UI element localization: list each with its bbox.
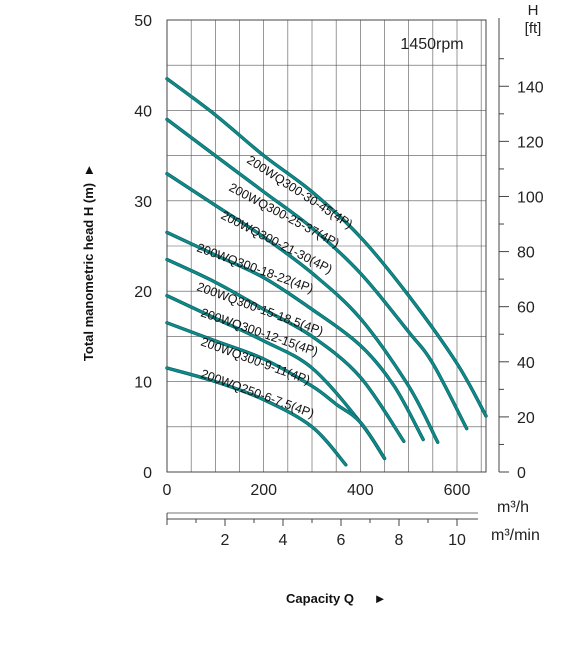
x-m3min-tick-label: 8 (395, 532, 404, 549)
y-right-tick-label: 140 (517, 79, 544, 96)
plot-frame (166, 19, 487, 473)
x-m3min-tick-label: 4 (279, 532, 288, 549)
curve-labels: 200WQ300-30-45(4P)200WQ300-25-37(4P)200W… (195, 153, 355, 421)
y-axis-arrow-icon: ► (81, 164, 96, 177)
y-right-tick-label: 60 (517, 300, 535, 317)
y-left-tick-label: 40 (134, 103, 152, 120)
x-axis-title: Capacity Q (286, 591, 354, 606)
x-unit-m3h: m³/h (497, 499, 529, 516)
y-left-tick-label: 10 (134, 375, 152, 392)
right-axis-unit-top: H (528, 2, 539, 19)
y-left-tick-label: 30 (134, 194, 152, 211)
performance-curves (165, 77, 488, 467)
curve-line (165, 231, 425, 441)
right-axis-unit-bottom: [ft] (525, 20, 542, 37)
curve-line (165, 258, 405, 443)
x-m3h-tick-label: 600 (444, 482, 471, 499)
y-right-tick-label: 100 (517, 189, 544, 206)
x-m3min-tick-label: 10 (448, 532, 466, 549)
x-unit-m3min: m³/min (491, 527, 540, 544)
speed-label: 1450rpm (400, 36, 463, 53)
y-left-tick-label: 0 (143, 465, 152, 482)
curve-line (165, 77, 488, 418)
x-axis-arrow-icon: ► (374, 591, 387, 606)
curve-line (165, 172, 439, 444)
curve-line (165, 118, 468, 430)
y-axis-title: Total manometric head H (m) (81, 183, 96, 361)
y-right-tick-label: 20 (517, 410, 535, 427)
y-right-tick-label: 0 (517, 465, 526, 482)
x-m3h-tick-label: 400 (347, 482, 374, 499)
y-right-tick-label: 80 (517, 245, 535, 262)
y-left-tick-label: 20 (134, 284, 152, 301)
x-m3min-tick-label: 6 (337, 532, 346, 549)
axes: 0 10 20 30 40 50 0 20 40 60 80 100 120 140 0 200 400 600 2… (134, 13, 544, 549)
x-m3h-tick-label: 0 (163, 482, 172, 499)
curve-shadow (165, 366, 348, 467)
y-right-tick-label: 40 (517, 355, 535, 372)
x-m3min-tick-label: 2 (221, 532, 230, 549)
x-m3h-tick-label: 200 (250, 482, 277, 499)
grid (166, 19, 487, 473)
y-left-tick-label: 50 (134, 13, 152, 30)
curve-line (165, 321, 386, 460)
curve-line (165, 366, 347, 466)
y-right-tick-label: 120 (517, 134, 544, 151)
